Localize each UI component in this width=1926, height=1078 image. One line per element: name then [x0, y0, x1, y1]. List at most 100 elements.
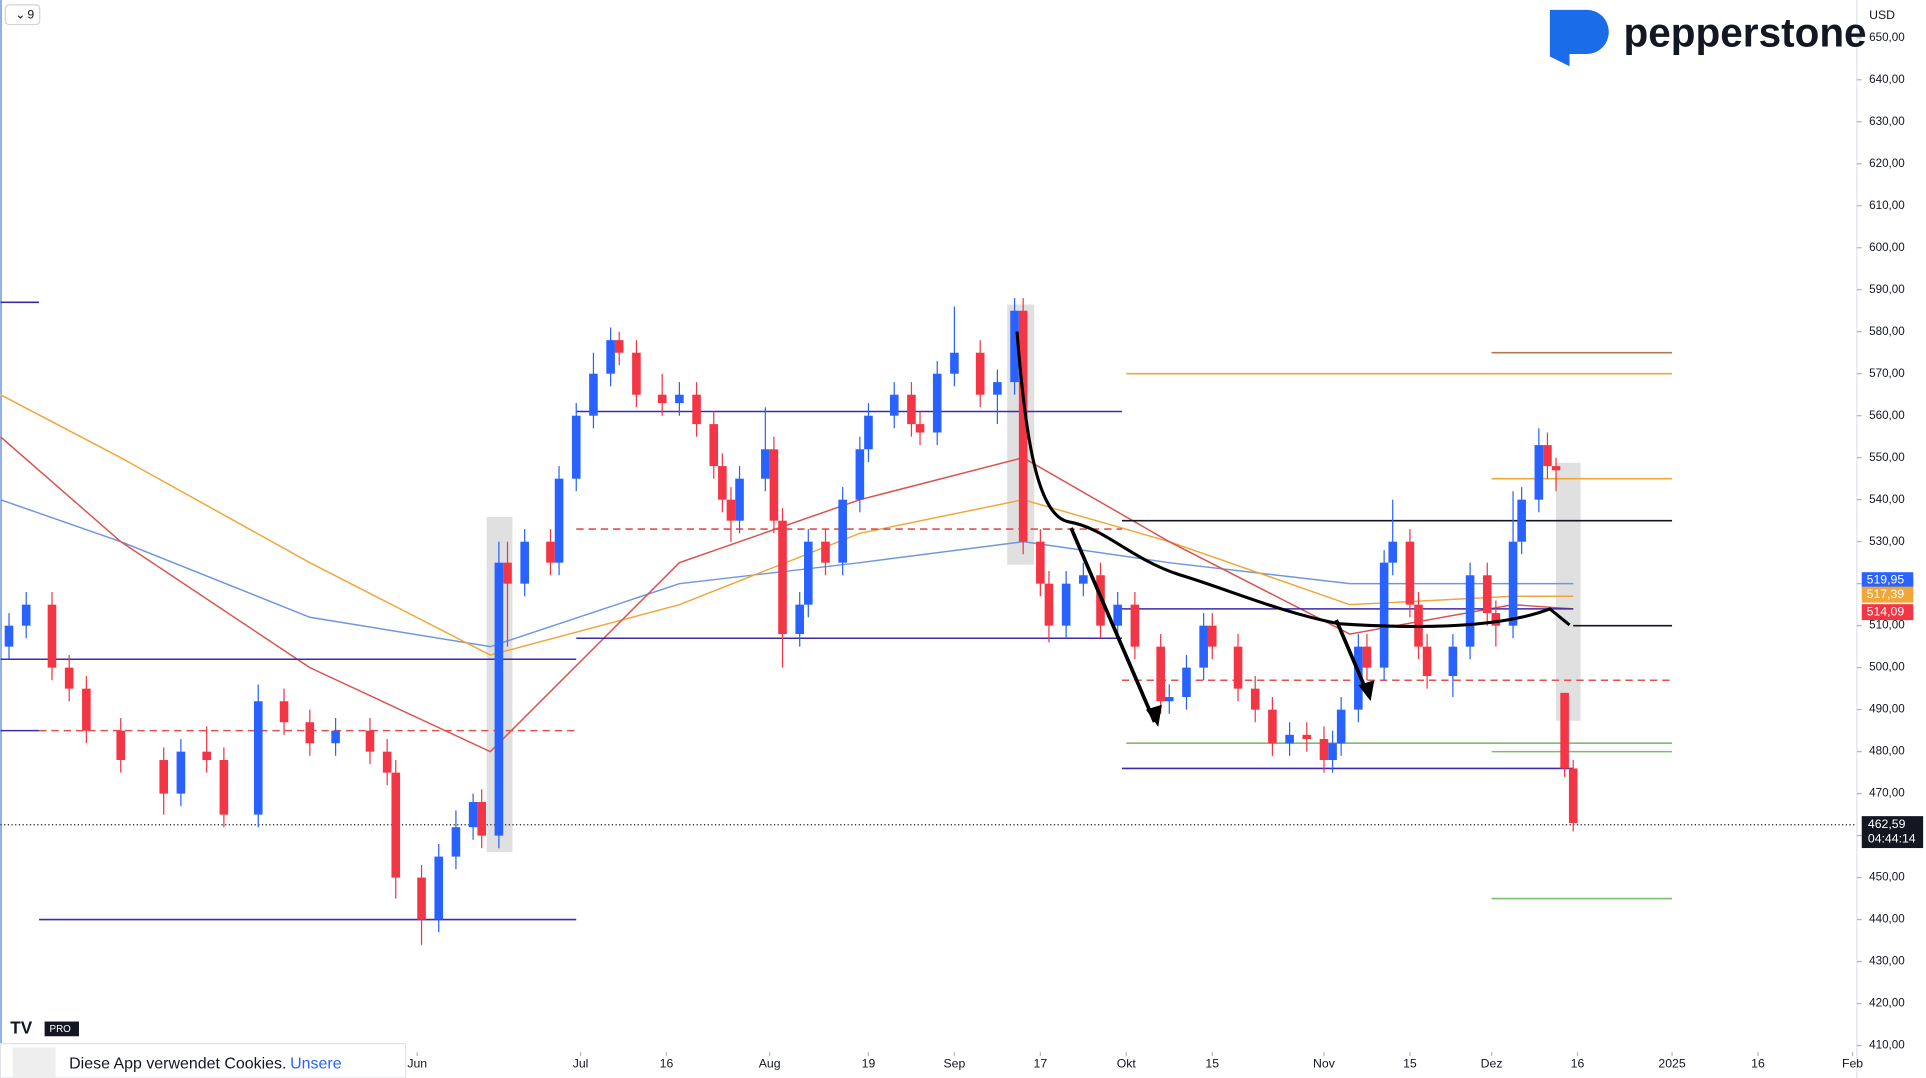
y-tick-label: 530,00 [1869, 535, 1905, 548]
x-tick-label: Jul [573, 1057, 589, 1071]
candle-body [718, 466, 727, 500]
candle-body [391, 772, 401, 878]
candle-body [494, 562, 504, 836]
candle-body [1130, 604, 1140, 647]
candle-body [950, 352, 959, 374]
tv-logo: TV [10, 1017, 32, 1037]
candle-body [675, 394, 684, 404]
candle-body [382, 751, 392, 773]
candle-body [468, 802, 478, 828]
candle-body [1018, 310, 1028, 542]
chevron: ⌄ [15, 8, 25, 22]
cookie-box [0, 1043, 407, 1078]
y-tick-label: 550,00 [1869, 451, 1905, 464]
candle-body [279, 701, 289, 723]
candle-body [761, 449, 770, 479]
candle-body [21, 604, 31, 626]
candle-body [855, 449, 865, 500]
countdown: 04:44:14 [1868, 832, 1916, 846]
candle-body [1036, 541, 1045, 584]
candle-body [554, 478, 564, 563]
moving-average [0, 498, 1574, 648]
cookie-banner: Diese App verwendet Cookies. Unsere [0, 1043, 407, 1078]
candle-body [219, 760, 229, 815]
candle-body [1465, 575, 1475, 647]
interval-button[interactable] [4, 4, 41, 26]
trend-curve [1015, 331, 1571, 628]
candle-body [1560, 692, 1569, 769]
badge: PRO [50, 1024, 72, 1035]
cookie-link[interactable]: Unsere [290, 1056, 342, 1073]
candle-body [1448, 646, 1458, 677]
candle-body [614, 340, 624, 353]
x-tick-label: Jun [407, 1057, 427, 1071]
top-left-control[interactable]: ⌄ 9 [4, 4, 41, 26]
last-price-bg [1861, 816, 1924, 849]
candle-body [1113, 604, 1122, 626]
cookie-icon [12, 1047, 56, 1078]
brand: pepperstone [1624, 9, 1867, 55]
y-tick-label: 480,00 [1869, 745, 1905, 758]
candle-body [1491, 613, 1501, 626]
x-tick-label: 2025 [1658, 1057, 1685, 1071]
candle-body [1010, 310, 1019, 383]
candle-body [993, 382, 1002, 395]
candle-body [1044, 583, 1054, 626]
candle-body [305, 722, 315, 744]
candle-body [889, 394, 899, 416]
candle-body [546, 541, 555, 563]
candle-body [1199, 625, 1208, 668]
candle-body [1422, 646, 1432, 677]
candle-body [1534, 445, 1544, 500]
candle-body [434, 856, 444, 920]
candle-body [417, 877, 426, 920]
candle-body [365, 730, 375, 752]
price-label: 519,95 [1867, 572, 1905, 586]
y-tick-label: 510,00 [1869, 619, 1905, 632]
x-tick-label: Feb [1842, 1057, 1863, 1071]
price-label-bg [1861, 586, 1914, 603]
y-tick-label: 500,00 [1869, 661, 1905, 674]
y-tick-label: 640,00 [1869, 73, 1905, 86]
candle-body [1508, 541, 1518, 626]
candle-body [159, 760, 169, 794]
x-tick-label: 15 [1403, 1057, 1417, 1071]
candle-body [1164, 697, 1174, 702]
arrow [1069, 527, 1157, 723]
candle-body [657, 394, 667, 404]
x-tick-label: Dez [1481, 1057, 1503, 1071]
candle-body [571, 415, 581, 479]
candle-body [1336, 709, 1346, 744]
y-tick-label: 590,00 [1869, 283, 1905, 296]
candle-body [932, 373, 942, 433]
x-tick-label: 17 [1034, 1057, 1048, 1071]
candle-body [769, 449, 779, 521]
y-tick-label: 430,00 [1869, 955, 1905, 968]
candle-body [1551, 466, 1561, 471]
candle-body [915, 424, 925, 433]
candle-body [1328, 743, 1337, 761]
candle-body [82, 688, 91, 731]
arrow-head [1358, 680, 1375, 702]
arrow [1334, 619, 1370, 696]
candle-body [503, 562, 512, 584]
candle-body [726, 499, 736, 521]
candle-body [692, 394, 701, 425]
candle-body [864, 415, 873, 450]
candle-body [589, 373, 598, 416]
arrows [1015, 331, 1571, 727]
candle-body [975, 352, 985, 395]
cookie-text: Diese App verwendet Cookies. [69, 1056, 286, 1073]
price-label-bg [1861, 572, 1914, 589]
candle-body [1233, 646, 1243, 689]
x-tick-label: 16 [1571, 1057, 1585, 1071]
y-tick-label: 600,00 [1869, 241, 1905, 254]
interval: 9 [27, 8, 34, 22]
currency: USD [1869, 8, 1895, 22]
zone [1556, 462, 1581, 721]
x-tick-label: Nov [1313, 1057, 1336, 1071]
candle-body [606, 340, 615, 374]
